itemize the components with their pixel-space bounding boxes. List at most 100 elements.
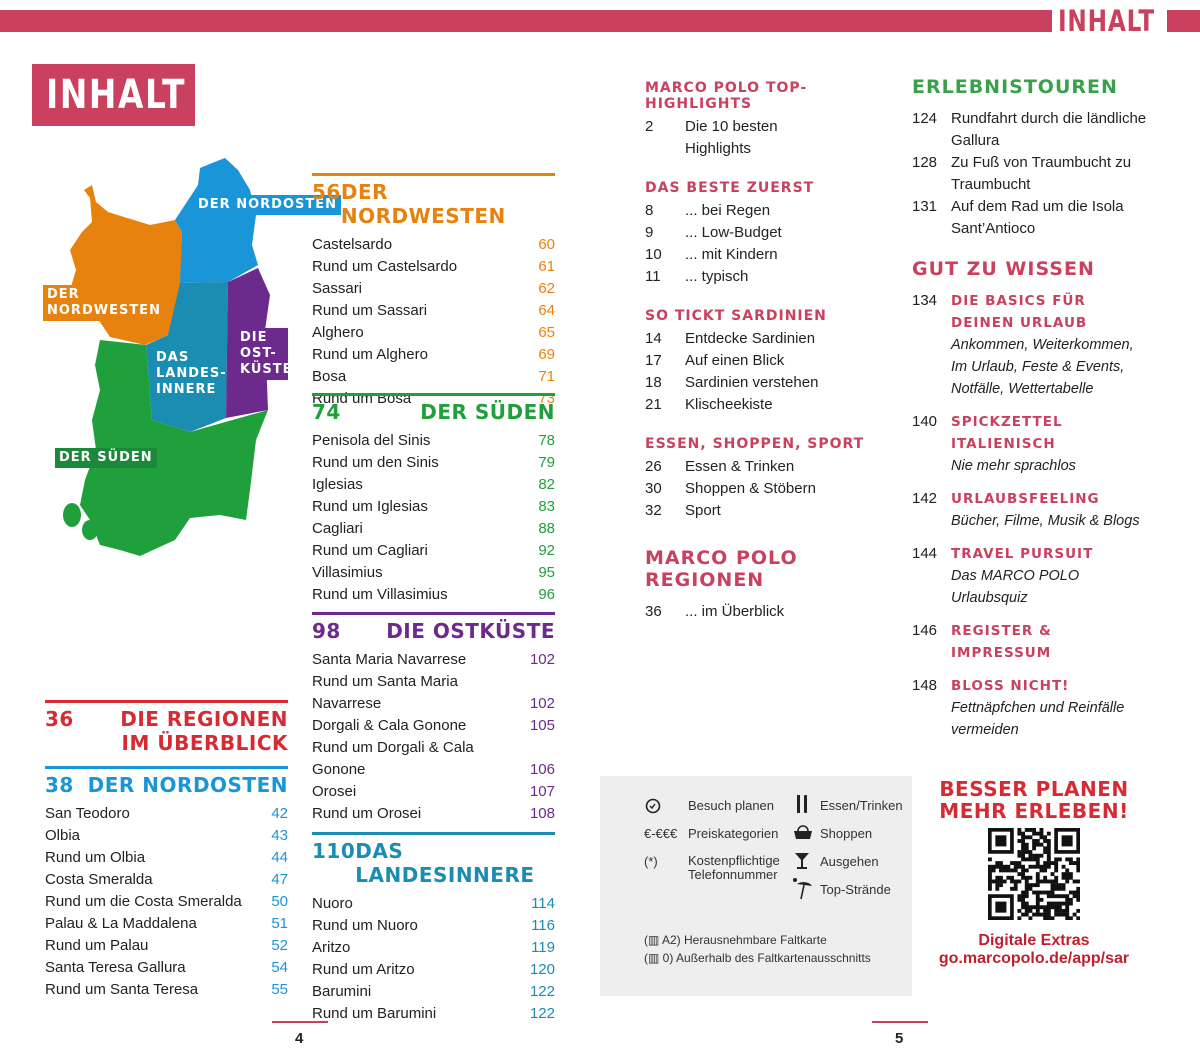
chapter-ostkueste: 98 DIE OSTKÜSTE Santa Maria Navarrese 102 Ru… — [312, 612, 555, 825]
toc-entry[interactable]: Dorgali & Cala Gonone 105 — [312, 715, 555, 737]
toc-entry[interactable]: Rund um die Costa Smeralda 50 — [45, 891, 288, 913]
entry-page: 102 — [529, 651, 555, 668]
toc-entry[interactable]: Rund um Iglesias 83 — [312, 496, 555, 518]
toc-entry[interactable]: Rund um Santa Maria — [312, 671, 555, 693]
chapter-title[interactable]: DAS LANDESINNERE — [355, 839, 535, 887]
toc-entry[interactable]: Nuoro 114 — [312, 893, 555, 915]
promo-url[interactable]: go.marcopolo.de/app/sar — [938, 950, 1130, 967]
chapter-page[interactable]: 36 — [45, 707, 74, 731]
toc-entry[interactable]: Rund um Aritzo 120 — [312, 959, 555, 981]
chapter-page[interactable]: 110 — [312, 839, 356, 863]
section-title: MARCO POLO TOP-HIGHLIGHTS — [645, 80, 808, 112]
entry-page: 122 — [529, 1005, 555, 1022]
toc-entry[interactable]: Rund um den Sinis 79 — [312, 452, 555, 474]
toc-entry[interactable]: Orosei 107 — [312, 781, 555, 803]
toc-entry[interactable]: Rund um Santa Teresa 55 — [45, 979, 288, 1001]
entry-title: Rund um Santa Teresa — [45, 981, 199, 998]
toc-entry[interactable]: Rund um Castelsardo 61 — [312, 256, 555, 278]
chapter-page[interactable]: 98 — [312, 619, 341, 643]
entry-page: 107 — [529, 783, 555, 800]
entry-title: Aritzo — [312, 939, 351, 956]
toc-entry[interactable]: 18 Sardinien verstehen — [645, 374, 819, 391]
toc-entry[interactable]: 142 URLAUBSFEELING Bücher, Filme, Musik & … — [912, 490, 1140, 529]
toc-entry[interactable]: Aritzo 119 — [312, 937, 555, 959]
toc-entry[interactable]: Castelsardo 60 — [312, 234, 555, 256]
page-title: INHALT — [32, 64, 195, 126]
toc-entry[interactable]: Santa Teresa Gallura 54 — [45, 957, 288, 979]
toc-entry[interactable]: Rund um Alghero 69 — [312, 344, 555, 366]
toc-entry[interactable]: Sassari 62 — [312, 278, 555, 300]
entry-page: 120 — [529, 961, 555, 978]
toc-entry[interactable]: 144 TRAVEL PURSUIT Das MARCO POLO Urlaubsq… — [912, 545, 1094, 606]
toc-entry[interactable]: 32 Sport — [645, 502, 721, 519]
toc-entry[interactable]: Iglesias 82 — [312, 474, 555, 496]
toc-entry[interactable]: 17 Auf einen Blick — [645, 352, 785, 369]
map-region-nordwesten[interactable] — [70, 185, 182, 345]
chapter-title[interactable]: DER SÜDEN — [420, 400, 555, 424]
toc-entry[interactable]: 36... im Überblick — [645, 603, 785, 620]
entry-title: Rund um Dorgali & Cala — [312, 739, 474, 756]
toc-entry[interactable]: 14 Entdecke Sardinien — [645, 330, 816, 347]
toc-entry[interactable]: Rund um Cagliari 92 — [312, 540, 555, 562]
toc-entry[interactable]: Alghero 65 — [312, 322, 555, 344]
toc-entry[interactable]: Rund um Barumini 122 — [312, 1003, 555, 1025]
toc-entry[interactable]: 11... typisch — [645, 268, 749, 285]
chapter-page[interactable]: 56 — [312, 180, 341, 204]
map-region-sueden[interactable] — [80, 340, 268, 556]
section-title: GUT ZU WISSEN — [912, 258, 1095, 280]
toc-entry[interactable]: 26 Essen & Trinken — [645, 458, 795, 475]
toc-entry[interactable]: 140 SPICKZETTEL ITALIENISCH Nie mehr sprac… — [912, 413, 1076, 474]
qr-code[interactable] — [988, 828, 1080, 920]
toc-entry[interactable]: 8... bei Regen — [645, 202, 771, 219]
toc-entry[interactable]: Olbia 43 — [45, 825, 288, 847]
toc-entry[interactable]: 131 Auf dem Rad um die Isola Sant’Antioco — [912, 198, 1124, 237]
entry-title: Olbia — [45, 827, 81, 844]
chapter-title[interactable]: DER NORDWESTEN — [340, 180, 506, 228]
toc-entry[interactable]: Barumini 122 — [312, 981, 555, 1003]
toc-entry[interactable]: 148 BLOSS NICHT! Fettnäpfchen und Reinfäll… — [912, 677, 1125, 738]
toc-entry[interactable]: 30 Shoppen & Stöbern — [645, 480, 816, 497]
toc-entry[interactable]: 146 REGISTER & IMPRESSUM — [912, 622, 1052, 661]
map-region-nordosten[interactable] — [175, 158, 258, 283]
chapter-page[interactable]: 74 — [312, 400, 341, 424]
toc-entry[interactable]: Rund um Dorgali & Cala — [312, 737, 555, 759]
toc-entry[interactable]: Rund um Orosei 108 — [312, 803, 555, 825]
toc-entry[interactable]: 124 Rundfahrt durch die ländliche Gallura — [912, 110, 1147, 149]
toc-entry[interactable]: Bosa 71 — [312, 366, 555, 388]
map-label-ostkueste: DIE OST-KÜSTE — [236, 328, 292, 380]
toc-entry[interactable]: Costa Smeralda 47 — [45, 869, 288, 891]
clock-icon — [645, 798, 661, 814]
toc-entry[interactable]: Villasimius 95 — [312, 562, 555, 584]
toc-entry[interactable]: 2 Die 10 besten Highlights — [645, 118, 778, 157]
toc-entry[interactable]: 128 Zu Fuß von Traumbucht zu Traumbucht — [912, 154, 1132, 193]
entry-title: Rund um Palau — [45, 937, 149, 954]
toc-entry[interactable]: 21 Klischeekiste — [645, 396, 773, 413]
toc-entry[interactable]: Rund um Sassari 64 — [312, 300, 555, 322]
toc-entry[interactable]: 9... Low-Budget — [645, 224, 782, 241]
toc-entry[interactable]: Rund um Olbia 44 — [45, 847, 288, 869]
chapter-title[interactable]: DIE REGIONEN IM ÜBERBLICK — [120, 707, 288, 755]
entry-page: 47 — [271, 871, 288, 888]
chapter-page[interactable]: 38 — [45, 773, 74, 797]
toc-entry[interactable]: Gonone 106 — [312, 759, 555, 781]
toc-entry[interactable]: San Teodoro 42 — [45, 803, 288, 825]
toc-entry[interactable]: 10... mit Kindern — [645, 246, 778, 263]
entry-title: Penisola del Sinis — [312, 432, 431, 449]
map-label-nordosten: DER NORDOSTEN — [194, 195, 341, 215]
toc-entry[interactable]: Penisola del Sinis 78 — [312, 430, 555, 452]
toc-entry[interactable]: Navarrese 102 — [312, 693, 555, 715]
toc-entry[interactable]: Rund um Villasimius 96 — [312, 584, 555, 606]
chapter-title[interactable]: DIE OSTKÜSTE — [386, 619, 555, 643]
map-note: (▥ A2) Herausnehmbare Faltkarte — [644, 933, 827, 947]
toc-entry[interactable]: Cagliari 88 — [312, 518, 555, 540]
toc-entry[interactable]: Palau & La Maddalena 51 — [45, 913, 288, 935]
map-label-nordwesten: DER NORDWESTEN — [43, 285, 160, 321]
chapter-title[interactable]: DER NORDOSTEN — [87, 773, 288, 797]
toc-entry[interactable]: Santa Maria Navarrese 102 — [312, 649, 555, 671]
entry-title: Alghero — [312, 324, 364, 341]
map-label-sueden: DER SÜDEN — [55, 448, 157, 468]
toc-entry[interactable]: Rund um Palau 52 — [45, 935, 288, 957]
toc-entry[interactable]: 134 DIE BASICS FÜR DEINEN URLAUB Ankommen,… — [912, 292, 1134, 397]
map-label-landesinnere: DAS LANDES-INNERE — [152, 348, 226, 400]
toc-entry[interactable]: Rund um Nuoro 116 — [312, 915, 555, 937]
